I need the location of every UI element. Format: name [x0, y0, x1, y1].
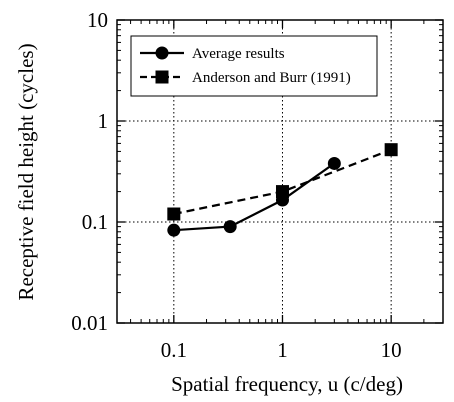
legend-box: [130, 35, 378, 97]
circle-marker: [327, 156, 341, 170]
y-tick-label: 0.01: [71, 311, 108, 335]
series-line: [173, 162, 335, 232]
legend-label: Anderson and Burr (1991): [192, 70, 351, 86]
circle-marker: [223, 220, 237, 234]
square-marker: [167, 207, 181, 221]
legend-label: Average results: [192, 46, 285, 62]
square-marker: [275, 185, 289, 199]
y-tick-label: 10: [87, 8, 108, 32]
x-tick-label: 10: [381, 338, 402, 362]
x-tick-label: 1: [277, 338, 288, 362]
y-tick-label: 1: [98, 109, 109, 133]
circle-marker: [167, 223, 181, 237]
series: [167, 143, 398, 237]
x-tick-label: 0.1: [161, 338, 187, 362]
legend-entry: Average results: [140, 46, 285, 62]
series-1: [167, 156, 341, 237]
y-axis-label: Receptive field height (cycles): [14, 43, 38, 300]
legend-marker: [155, 46, 169, 60]
grid-lines: [117, 20, 443, 323]
x-axis-label: Spatial frequency, u (c/deg): [171, 372, 403, 396]
legend-marker: [155, 70, 169, 84]
legend-entry: Anderson and Burr (1991): [140, 70, 351, 86]
y-tick-label: 0.1: [82, 210, 108, 234]
square-marker: [384, 143, 398, 157]
series-2: [167, 143, 398, 221]
legend: Average results Anderson and Burr (1991): [130, 35, 378, 97]
tick-labels: 0.1 1 10 0.01 0.1 1 10: [71, 8, 401, 362]
axis-ticks: [117, 19, 443, 324]
plot-frame: [116, 19, 444, 324]
